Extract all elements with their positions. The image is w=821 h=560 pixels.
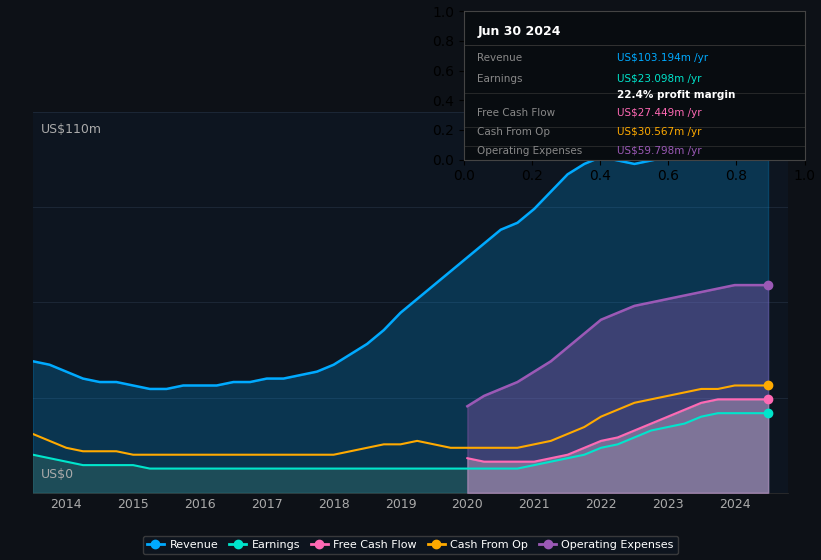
Text: Operating Expenses: Operating Expenses — [478, 146, 583, 156]
Text: Free Cash Flow: Free Cash Flow — [478, 108, 556, 118]
Text: US$0: US$0 — [40, 468, 74, 482]
Text: Jun 30 2024: Jun 30 2024 — [478, 25, 561, 38]
Text: US$59.798m /yr: US$59.798m /yr — [617, 146, 702, 156]
Text: US$30.567m /yr: US$30.567m /yr — [617, 127, 702, 137]
Legend: Revenue, Earnings, Free Cash Flow, Cash From Op, Operating Expenses: Revenue, Earnings, Free Cash Flow, Cash … — [143, 535, 678, 554]
Text: 22.4% profit margin: 22.4% profit margin — [617, 90, 736, 100]
Text: Earnings: Earnings — [478, 73, 523, 83]
Text: US$23.098m /yr: US$23.098m /yr — [617, 73, 702, 83]
Text: Revenue: Revenue — [478, 53, 523, 63]
Text: US$103.194m /yr: US$103.194m /yr — [617, 53, 709, 63]
Text: US$27.449m /yr: US$27.449m /yr — [617, 108, 702, 118]
Text: US$110m: US$110m — [40, 123, 101, 137]
Text: Cash From Op: Cash From Op — [478, 127, 551, 137]
